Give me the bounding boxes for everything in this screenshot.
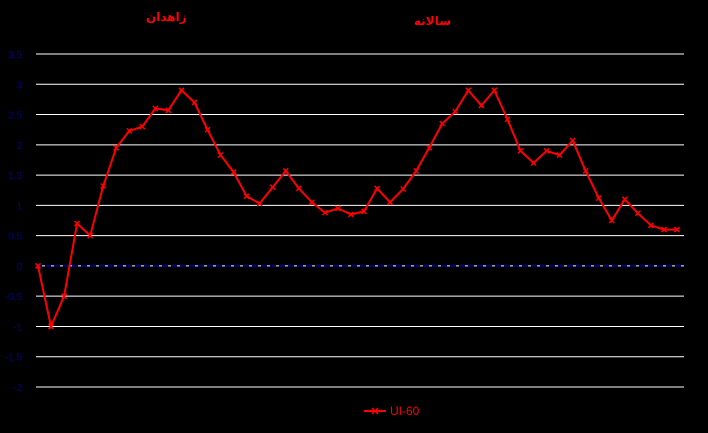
data-point xyxy=(439,120,446,127)
title-left: زاهدان xyxy=(146,10,187,24)
y-tick-label: 0.5 xyxy=(8,232,22,243)
data-point xyxy=(595,195,602,202)
data-point xyxy=(413,167,420,174)
y-tick-label: -1.5 xyxy=(5,353,23,364)
data-point xyxy=(400,185,407,193)
data-point xyxy=(308,199,315,206)
legend: UI-60 xyxy=(364,404,419,418)
data-point xyxy=(569,137,576,144)
y-tick-label: -2 xyxy=(13,383,22,394)
data-point xyxy=(608,217,615,224)
data-point xyxy=(191,99,198,106)
legend-swatch-icon xyxy=(364,407,386,415)
data-point xyxy=(465,87,472,94)
y-tick-label: -0.5 xyxy=(5,292,23,303)
y-tick-label: 2 xyxy=(16,141,22,152)
y-tick-label: 1 xyxy=(16,201,22,212)
data-point xyxy=(61,293,68,300)
data-point xyxy=(634,210,641,217)
data-point xyxy=(621,196,628,203)
data-point xyxy=(660,226,667,233)
data-point xyxy=(282,167,289,174)
data-point xyxy=(478,102,485,109)
y-tick-label: 3 xyxy=(16,80,22,91)
data-point xyxy=(178,87,185,94)
data-point xyxy=(204,126,211,133)
data-point xyxy=(295,185,302,192)
data-point xyxy=(217,152,224,159)
data-point xyxy=(334,205,341,212)
grid-lines xyxy=(36,53,684,388)
data-point xyxy=(647,222,654,229)
data-point xyxy=(387,199,394,206)
data-point xyxy=(48,323,55,330)
data-point xyxy=(256,200,263,207)
y-tick-label: 0 xyxy=(16,262,22,273)
legend-label: UI-60 xyxy=(390,404,420,418)
data-point xyxy=(673,226,681,233)
data-point xyxy=(126,127,133,134)
data-point xyxy=(139,123,146,130)
data-point xyxy=(543,147,550,154)
data-point xyxy=(374,185,381,192)
data-point xyxy=(230,169,237,176)
data-point xyxy=(269,184,276,191)
data-point xyxy=(321,209,328,216)
data-point xyxy=(87,232,94,239)
data-point xyxy=(360,208,368,215)
data-point xyxy=(347,211,355,218)
data-point xyxy=(113,144,120,151)
data-point xyxy=(530,159,537,167)
y-tick-labels: 3.5 3 2.5 2 1.5 1 0.5 0 -0.5 -1 -1.5 -2 xyxy=(5,50,23,394)
series-markers xyxy=(34,87,681,330)
title-right: سالانه xyxy=(414,14,452,28)
data-point xyxy=(491,87,498,94)
y-tick-label: 1.5 xyxy=(8,171,22,182)
data-point xyxy=(504,116,511,123)
data-point xyxy=(165,107,172,114)
data-point xyxy=(582,167,589,174)
data-point xyxy=(100,182,107,190)
data-point xyxy=(243,193,250,200)
series-line-ui-60 xyxy=(37,88,677,330)
data-point xyxy=(152,105,159,112)
data-point xyxy=(556,152,563,159)
data-point xyxy=(452,108,459,115)
data-point xyxy=(34,262,42,269)
data-point xyxy=(426,144,433,151)
data-point xyxy=(74,220,81,227)
y-tick-label: 2.5 xyxy=(8,111,22,122)
data-point xyxy=(517,147,524,154)
y-tick-label: 3.5 xyxy=(8,50,22,61)
y-tick-label: -1 xyxy=(13,322,22,333)
